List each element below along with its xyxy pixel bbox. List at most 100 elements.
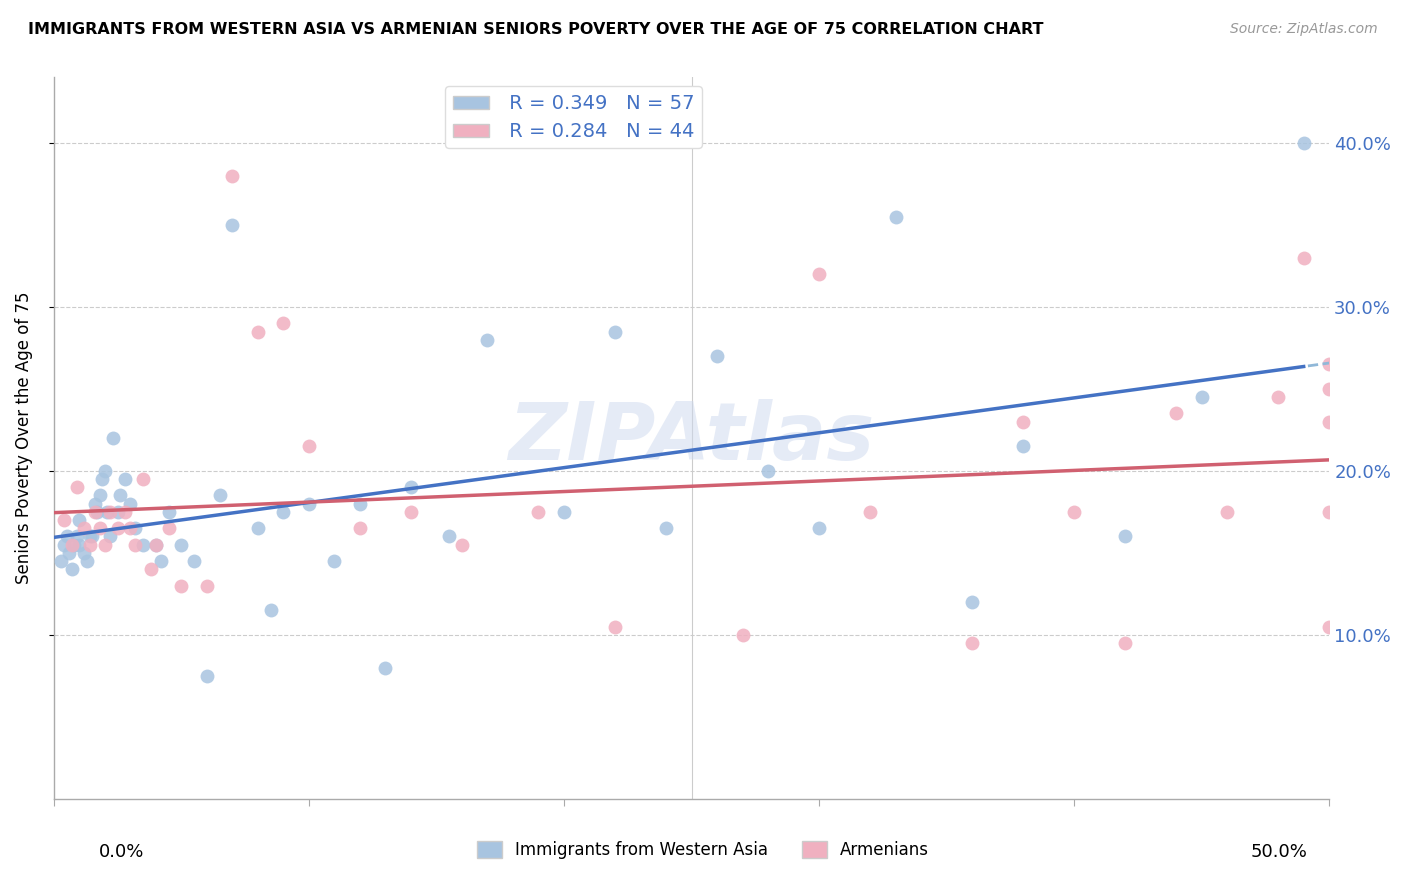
Point bbox=[107, 521, 129, 535]
Point bbox=[1317, 415, 1340, 429]
Point bbox=[273, 505, 295, 519]
Point bbox=[53, 538, 76, 552]
Point bbox=[477, 333, 499, 347]
Point bbox=[60, 538, 83, 552]
Point bbox=[86, 505, 108, 519]
Point bbox=[1012, 439, 1035, 453]
Point bbox=[114, 472, 136, 486]
Point bbox=[553, 505, 575, 519]
Point bbox=[60, 562, 83, 576]
Point bbox=[1292, 136, 1315, 150]
Point bbox=[1317, 357, 1340, 371]
Point bbox=[170, 578, 193, 592]
Point bbox=[349, 497, 371, 511]
Point bbox=[67, 513, 90, 527]
Point bbox=[170, 538, 193, 552]
Point bbox=[66, 529, 89, 543]
Point bbox=[1114, 636, 1136, 650]
Point bbox=[53, 513, 76, 527]
Point bbox=[399, 505, 422, 519]
Point bbox=[195, 578, 218, 592]
Point bbox=[73, 521, 96, 535]
Point bbox=[98, 505, 121, 519]
Point bbox=[399, 480, 422, 494]
Point bbox=[1012, 415, 1035, 429]
Point bbox=[859, 505, 882, 519]
Point bbox=[246, 325, 269, 339]
Point bbox=[83, 497, 105, 511]
Point bbox=[246, 521, 269, 535]
Point bbox=[183, 554, 205, 568]
Point bbox=[195, 669, 218, 683]
Point bbox=[83, 505, 105, 519]
Point bbox=[98, 529, 121, 543]
Point bbox=[1317, 382, 1340, 396]
Point bbox=[82, 529, 104, 543]
Point bbox=[603, 619, 626, 633]
Point bbox=[655, 521, 678, 535]
Point bbox=[706, 349, 728, 363]
Point bbox=[73, 546, 96, 560]
Point bbox=[149, 554, 172, 568]
Point bbox=[51, 554, 73, 568]
Point bbox=[960, 636, 983, 650]
Point bbox=[323, 554, 346, 568]
Point bbox=[260, 603, 283, 617]
Text: 50.0%: 50.0% bbox=[1251, 843, 1308, 861]
Point bbox=[94, 464, 117, 478]
Point bbox=[76, 554, 98, 568]
Point bbox=[107, 505, 129, 519]
Point bbox=[66, 480, 89, 494]
Point bbox=[1114, 529, 1136, 543]
Point bbox=[96, 505, 118, 519]
Point bbox=[91, 472, 114, 486]
Point bbox=[120, 521, 142, 535]
Point bbox=[1166, 407, 1188, 421]
Point bbox=[1216, 505, 1239, 519]
Point bbox=[124, 538, 146, 552]
Point bbox=[960, 595, 983, 609]
Point bbox=[101, 431, 124, 445]
Point bbox=[132, 538, 155, 552]
Point bbox=[67, 538, 90, 552]
Text: Source: ZipAtlas.com: Source: ZipAtlas.com bbox=[1230, 22, 1378, 37]
Point bbox=[221, 169, 243, 183]
Point bbox=[1063, 505, 1085, 519]
Point bbox=[1317, 619, 1340, 633]
Point bbox=[221, 218, 243, 232]
Point bbox=[145, 538, 167, 552]
Point bbox=[374, 660, 396, 674]
Point bbox=[808, 521, 831, 535]
Point bbox=[79, 538, 101, 552]
Point bbox=[139, 562, 162, 576]
Point bbox=[273, 316, 295, 330]
Point bbox=[145, 538, 167, 552]
Point bbox=[124, 521, 146, 535]
Point bbox=[527, 505, 550, 519]
Point bbox=[1292, 251, 1315, 265]
Point bbox=[120, 497, 142, 511]
Point bbox=[756, 464, 779, 478]
Text: IMMIGRANTS FROM WESTERN ASIA VS ARMENIAN SENIORS POVERTY OVER THE AGE OF 75 CORR: IMMIGRANTS FROM WESTERN ASIA VS ARMENIAN… bbox=[28, 22, 1043, 37]
Text: 0.0%: 0.0% bbox=[98, 843, 143, 861]
Point bbox=[808, 267, 831, 281]
Point bbox=[1317, 505, 1340, 519]
Point bbox=[349, 521, 371, 535]
Point bbox=[63, 538, 86, 552]
Legend:  R = 0.349   N = 57,  R = 0.284   N = 44: R = 0.349 N = 57, R = 0.284 N = 44 bbox=[446, 87, 702, 148]
Point bbox=[437, 529, 460, 543]
Point bbox=[1267, 390, 1289, 404]
Point bbox=[94, 538, 117, 552]
Legend: Immigrants from Western Asia, Armenians: Immigrants from Western Asia, Armenians bbox=[471, 834, 935, 866]
Point bbox=[451, 538, 474, 552]
Point bbox=[79, 529, 101, 543]
Point bbox=[108, 488, 131, 502]
Text: ZIPAtlas: ZIPAtlas bbox=[509, 399, 875, 477]
Point bbox=[298, 439, 321, 453]
Point bbox=[132, 472, 155, 486]
Point bbox=[884, 210, 907, 224]
Point bbox=[157, 505, 180, 519]
Point bbox=[157, 521, 180, 535]
Point bbox=[208, 488, 231, 502]
Point bbox=[731, 628, 754, 642]
